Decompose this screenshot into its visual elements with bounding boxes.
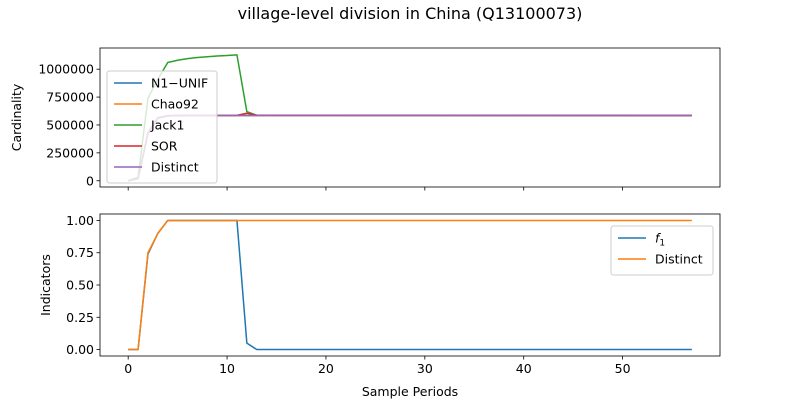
figure-title: village-level division in China (Q131000… [238,4,583,23]
x-tick-label: 10 [219,361,235,376]
y-tick-label: 250000 [46,145,94,160]
top-panel: 0 250000 500000 750000 1000000 Cardinality N1−… [9,47,721,191]
series-lines [128,219,692,351]
legend: f1 Distinct [610,225,714,276]
y-tick-label: 500000 [46,117,94,132]
y-tick-label: 750000 [46,90,94,105]
y-axis-label: Indicators [38,254,53,316]
y-tick-label: 0 [86,173,94,188]
y-axis-label: Cardinality [9,83,24,151]
legend: N1−UNIF Chao92 Jack1 SOR Distinct [106,70,218,184]
legend-label-jack1: Jack1 [150,118,184,133]
x-tick-label: 40 [516,361,532,376]
series-line-distinct [128,219,692,351]
x-tick-label: 30 [417,361,433,376]
x-tick-label: 0 [124,361,132,376]
x-tick-label: 50 [615,361,631,376]
legend-label-n1-unif: N1−UNIF [151,76,208,91]
legend-frame [106,70,218,184]
legend-label-f: f1 [655,231,665,249]
x-tick-label: 20 [318,361,334,376]
legend-label-distinct: Distinct [655,252,703,267]
legend-label-chao92: Chao92 [151,97,199,112]
x-axis-label: Sample Periods [362,384,458,399]
y-tick-label: 1000000 [38,62,94,77]
axes-frame [99,47,721,188]
y-tick-label: 0.50 [66,278,94,293]
legend-label-distinct: Distinct [151,160,199,175]
bottom-panel: 0.00 0.25 0.50 0.75 1.00 Indicators 0 10 20 30 40 5… [38,213,721,376]
legend-label-sor: SOR [151,139,178,154]
y-tick-label: 0.25 [66,310,94,325]
y-tick-label: 0.75 [66,245,94,260]
legend-frame [610,225,714,276]
y-tick-label: 0.00 [66,342,94,357]
y-tick-label: 1.00 [66,213,94,228]
